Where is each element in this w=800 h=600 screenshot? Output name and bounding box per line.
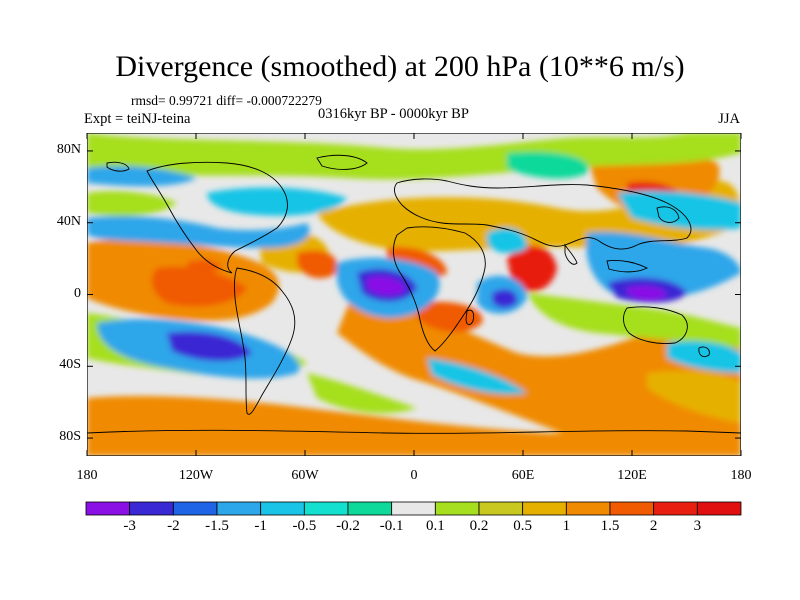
colorbar-swatch [172,501,218,516]
divergence-field [87,133,741,456]
colorbar-label: 1.5 [600,518,620,534]
lon-label: 0 [410,468,418,483]
colorbar-label: -3 [123,518,136,534]
lat-label: 80S [59,429,81,445]
lon-label: 60W [291,468,319,483]
colorbar-swatch [85,501,131,516]
colorbar-swatch [696,501,742,516]
stats-text: rmsd= 0.99721 diff= -0.000722279 [131,93,322,108]
colorbar-swatch [434,501,480,516]
colorbar-label: 0.5 [513,518,533,534]
colorbar-swatch [565,501,611,516]
colorbar-swatch [522,501,567,516]
colorbar-swatch [653,501,698,516]
colorbar-label: -0.2 [336,518,360,534]
colorbar-label: 3 [693,518,702,534]
season-label: JJA [718,111,740,127]
lat-label: 40N [56,213,81,229]
lat-label: 80N [56,141,81,157]
lon-label: 120E [617,468,647,483]
colorbar-swatch [478,501,524,516]
colorbar-label: -2 [167,518,180,534]
divergence-map [87,133,741,456]
colorbar-swatch [609,501,655,516]
colorbar-swatch [303,501,349,516]
lat-label: 40S [59,357,81,373]
colorbar-label: -1.5 [205,518,229,534]
colorbar-label: 2 [649,518,658,534]
coastlines [87,154,741,434]
colorbar-label: 1 [562,518,571,534]
lon-label: 60E [511,468,535,483]
lon-label: 120W [178,468,214,483]
colorbar-swatch [347,501,393,516]
chart-title: Divergence (smoothed) at 200 hPa (10**6 … [115,50,685,83]
colorbar-label: -0.5 [292,518,317,534]
lon-label: 180 [730,468,752,483]
colorbar-label: 0.2 [469,518,489,534]
colorbar-label: -1 [254,518,267,534]
lat-label: 0 [74,285,81,301]
colorbar-label: -0.1 [379,518,404,534]
colorbar-swatch [391,501,436,516]
colorbar-swatch [216,501,262,516]
colorbar-label: 0.1 [425,518,445,534]
period-label: 0316kyr BP - 0000kyr BP [318,106,469,122]
lon-label: 180 [76,468,98,483]
colorbar-swatch [129,501,174,516]
experiment-label: Expt = teiNJ-teina [84,111,191,127]
colorbar-swatch [260,501,305,516]
